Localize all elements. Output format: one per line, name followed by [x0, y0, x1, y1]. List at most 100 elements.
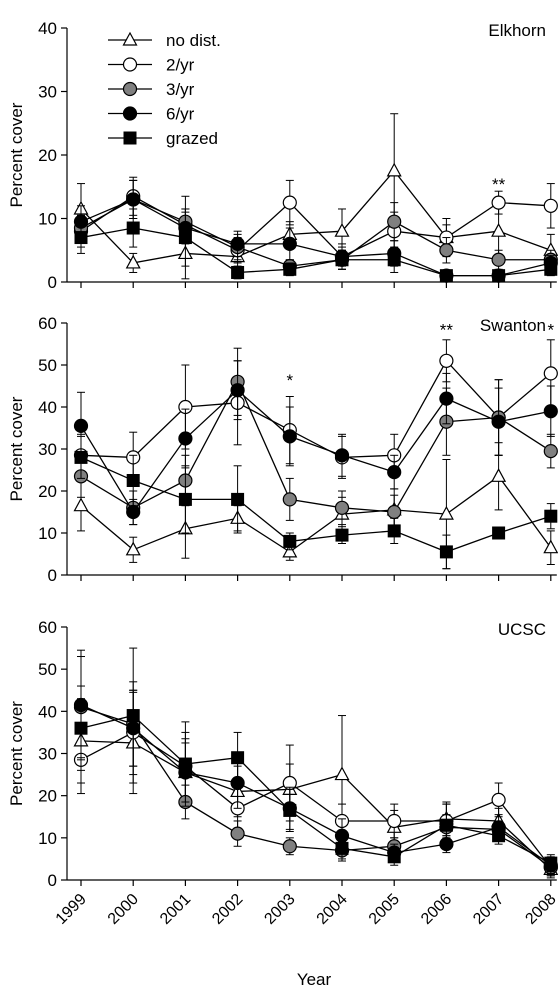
panel-elkhorn: 0 10 20 30 40 Percent cover Elkhorn ** no dist. 2… — [7, 19, 558, 292]
series-circle-open — [73, 176, 558, 270]
series-square — [74, 435, 558, 570]
data-point — [439, 353, 454, 368]
data-point — [387, 504, 402, 520]
data-point — [491, 252, 506, 267]
data-point — [543, 539, 558, 554]
data-point — [230, 383, 245, 398]
data-point — [491, 414, 506, 429]
data-point — [282, 543, 298, 558]
series-circle-black — [73, 649, 558, 875]
data-point — [230, 236, 245, 251]
data-point — [126, 221, 140, 235]
y-tick-label: 0 — [48, 871, 57, 890]
data-point — [491, 792, 506, 807]
y-tick-label: 40 — [38, 702, 57, 721]
data-point — [335, 841, 349, 855]
data-point — [283, 262, 297, 276]
y-tick-label: 30 — [38, 440, 57, 459]
data-point — [387, 214, 402, 229]
series-circle-gray — [73, 656, 558, 877]
data-point — [543, 404, 558, 419]
series-line — [80, 169, 552, 264]
y-tick-label: 10 — [38, 524, 57, 543]
data-point — [492, 829, 506, 843]
data-point — [125, 541, 141, 556]
series-line — [80, 714, 552, 864]
legend: no dist. 2/yr 3/yr 6/yr grazed — [108, 31, 221, 148]
significance-mark: * — [547, 321, 554, 340]
data-point — [334, 766, 350, 781]
y-tick-label: 20 — [38, 482, 57, 501]
series-triangle — [73, 691, 558, 879]
data-point — [439, 243, 454, 258]
data-point — [282, 839, 297, 854]
series-line — [80, 359, 552, 459]
data-point — [282, 195, 297, 210]
data-point — [543, 198, 558, 213]
x-tick-label: 2005 — [366, 891, 403, 928]
data-point — [543, 366, 558, 381]
y-tick-label: 60 — [38, 618, 57, 637]
x-tick-label: 2008 — [522, 891, 558, 928]
y-tick-label: 60 — [38, 314, 57, 333]
x-tick-label: 2000 — [105, 891, 142, 928]
data-point — [231, 265, 245, 279]
x-tick-label: 1999 — [53, 891, 90, 928]
data-point — [438, 505, 454, 520]
y-tick-label: 40 — [38, 398, 57, 417]
data-point — [335, 253, 349, 267]
data-point — [125, 254, 141, 269]
data-point — [387, 465, 402, 480]
legend-label: 6/yr — [166, 105, 195, 124]
legend-marker — [122, 31, 138, 46]
data-point — [387, 253, 401, 267]
significance-mark: ** — [492, 175, 506, 194]
data-point — [126, 709, 140, 723]
series-square — [74, 647, 558, 873]
data-point — [126, 192, 141, 207]
y-axis-label: Percent cover — [7, 701, 26, 806]
series-line — [80, 195, 551, 258]
y-tick-label: 20 — [38, 787, 57, 806]
legend-marker — [122, 57, 138, 72]
data-point — [74, 450, 88, 464]
data-point — [543, 444, 558, 459]
data-point — [491, 222, 507, 237]
legend-label: 3/yr — [166, 80, 195, 99]
legend-marker — [123, 131, 137, 145]
data-point — [439, 269, 453, 283]
data-point — [334, 500, 350, 515]
data-point — [282, 236, 297, 251]
x-tick-label: 2002 — [209, 891, 246, 928]
series-circle-black — [73, 360, 558, 526]
data-point — [73, 418, 89, 433]
y-tick-label: 0 — [48, 566, 57, 585]
data-point — [492, 269, 506, 283]
data-point — [334, 222, 350, 237]
series-line — [80, 706, 552, 868]
legend-label: 2/yr — [166, 56, 195, 75]
legend-marker — [122, 81, 138, 97]
data-point — [544, 856, 558, 870]
series-line — [80, 740, 552, 870]
y-tick-label: 30 — [38, 83, 57, 102]
data-point — [74, 721, 88, 735]
data-point — [492, 526, 506, 540]
y-tick-label: 50 — [38, 660, 57, 679]
data-point — [335, 528, 349, 542]
data-point — [491, 468, 507, 482]
legend-label: grazed — [166, 129, 218, 148]
data-point — [544, 509, 558, 523]
data-point — [74, 231, 88, 245]
series-line — [80, 704, 552, 866]
data-point — [386, 162, 402, 177]
significance-mark: ** — [440, 321, 454, 340]
y-tick-label: 10 — [38, 829, 57, 848]
series-line — [80, 389, 551, 514]
panel-ucsc: 0 10 20 30 40 50 60 1999 2000 2001 2002 2003 2004 200… — [7, 618, 558, 989]
data-point — [544, 262, 558, 276]
data-point — [387, 524, 401, 538]
data-point — [387, 850, 401, 864]
